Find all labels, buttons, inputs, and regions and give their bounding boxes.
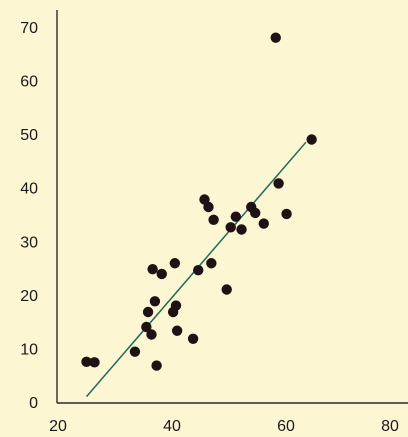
y-tick-labels: 0 10 20 30 40 50 60 70 <box>20 20 38 412</box>
data-point <box>142 306 154 318</box>
data-point <box>225 222 236 233</box>
data-point <box>281 208 292 220</box>
data-point <box>151 360 162 371</box>
x-tick-label: 60 <box>277 418 295 435</box>
data-point <box>147 263 158 275</box>
data-point <box>169 258 181 269</box>
data-point <box>270 32 281 43</box>
x-tick-label: 20 <box>49 418 67 435</box>
data-point <box>129 346 141 357</box>
data-point <box>203 201 214 213</box>
data-point <box>208 214 219 226</box>
data-point <box>193 265 204 276</box>
data-point <box>230 211 242 222</box>
data-point <box>221 284 232 295</box>
data-point <box>273 178 284 189</box>
data-points <box>81 32 317 371</box>
data-point <box>89 357 100 368</box>
y-tick-label: 60 <box>20 74 38 91</box>
data-point <box>149 296 161 307</box>
data-point <box>171 325 183 336</box>
data-point <box>187 333 199 344</box>
x-tick-label: 40 <box>163 418 181 435</box>
x-tick-label: 80 <box>381 418 399 435</box>
data-point <box>146 329 157 340</box>
y-tick-label: 10 <box>20 341 38 358</box>
data-point <box>170 300 182 311</box>
data-point <box>250 207 261 219</box>
x-tick-labels: 20 40 60 80 <box>49 418 399 435</box>
y-tick-label: 70 <box>20 20 38 37</box>
data-point <box>156 268 167 280</box>
y-tick-label: 0 <box>29 395 38 412</box>
data-point <box>258 218 269 229</box>
y-tick-label: 30 <box>20 234 38 251</box>
data-point <box>141 321 152 333</box>
y-tick-label: 40 <box>20 181 38 198</box>
y-tick-label: 50 <box>20 127 38 144</box>
data-point <box>306 134 317 145</box>
y-tick-label: 20 <box>20 288 38 305</box>
data-point <box>236 224 247 235</box>
data-point <box>206 258 217 269</box>
data-point <box>81 356 92 368</box>
